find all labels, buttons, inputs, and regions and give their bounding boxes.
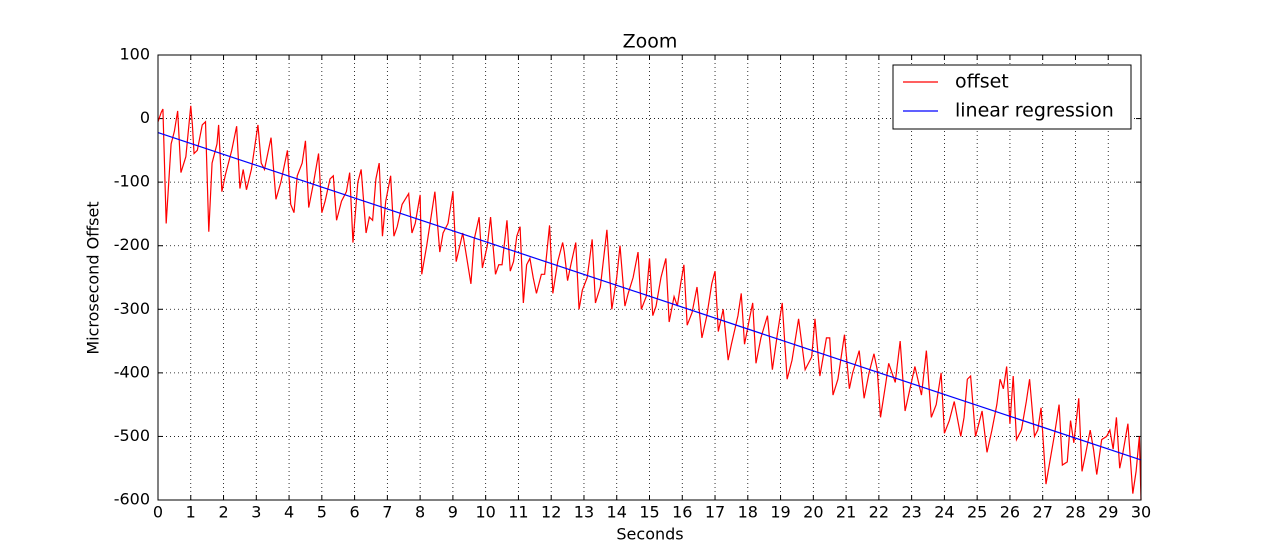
y-axis-label: Microsecond Offset	[84, 201, 103, 354]
x-axis-label: Seconds	[616, 525, 683, 544]
x-tick-label: 8	[415, 503, 425, 522]
x-tick-label: 25	[967, 503, 987, 522]
x-tick-label: 0	[153, 503, 163, 522]
x-tick-label: 12	[541, 503, 561, 522]
series-line	[157, 131, 1142, 461]
y-tick-label: -200	[114, 235, 150, 254]
x-tick-label: 21	[836, 503, 856, 522]
x-tick-label: 5	[317, 503, 327, 522]
series-line	[157, 105, 1142, 501]
x-tick-label: 28	[1065, 503, 1085, 522]
x-tick-label: 15	[639, 503, 659, 522]
x-tick-label: 6	[350, 503, 360, 522]
x-tick-label: 29	[1098, 503, 1118, 522]
x-tick-label: 10	[475, 503, 495, 522]
x-tick-label: 19	[770, 503, 790, 522]
legend-label: offset	[955, 71, 1009, 93]
x-tick-label: 26	[1000, 503, 1020, 522]
x-tick-label: 1	[186, 503, 196, 522]
x-tick-label: 14	[607, 503, 627, 522]
y-tick-label: -400	[114, 362, 150, 381]
x-tick-label: 7	[382, 503, 392, 522]
legend: offset linear regression	[892, 64, 1132, 130]
x-tick-label: 16	[672, 503, 692, 522]
y-tick-label: -500	[114, 426, 150, 445]
x-tick-label: 24	[934, 503, 954, 522]
chart-title: Zoom	[623, 31, 678, 53]
plot-frame	[157, 54, 1142, 501]
y-tick-label: 0	[140, 108, 150, 127]
x-tick-label: 13	[574, 503, 594, 522]
x-tick-label: 22	[869, 503, 889, 522]
x-tick-label: 23	[901, 503, 921, 522]
y-tick-label: 100	[119, 45, 150, 64]
x-tick-label: 4	[284, 503, 294, 522]
x-tick-label: 17	[705, 503, 725, 522]
x-tick-label: 30	[1131, 503, 1151, 522]
y-tick-label: -300	[114, 299, 150, 318]
x-tick-label: 11	[508, 503, 528, 522]
x-tick-label: 20	[803, 503, 823, 522]
legend-box	[892, 64, 1132, 130]
x-tick-label: 2	[218, 503, 228, 522]
x-tick-label: 18	[738, 503, 758, 522]
x-tick-label: 27	[1033, 503, 1053, 522]
y-tick-label: -100	[114, 172, 150, 191]
legend-label: linear regression	[955, 100, 1114, 122]
x-tick-label: 9	[448, 503, 458, 522]
x-tick-label: 3	[251, 503, 261, 522]
y-tick-label: -600	[114, 490, 150, 509]
